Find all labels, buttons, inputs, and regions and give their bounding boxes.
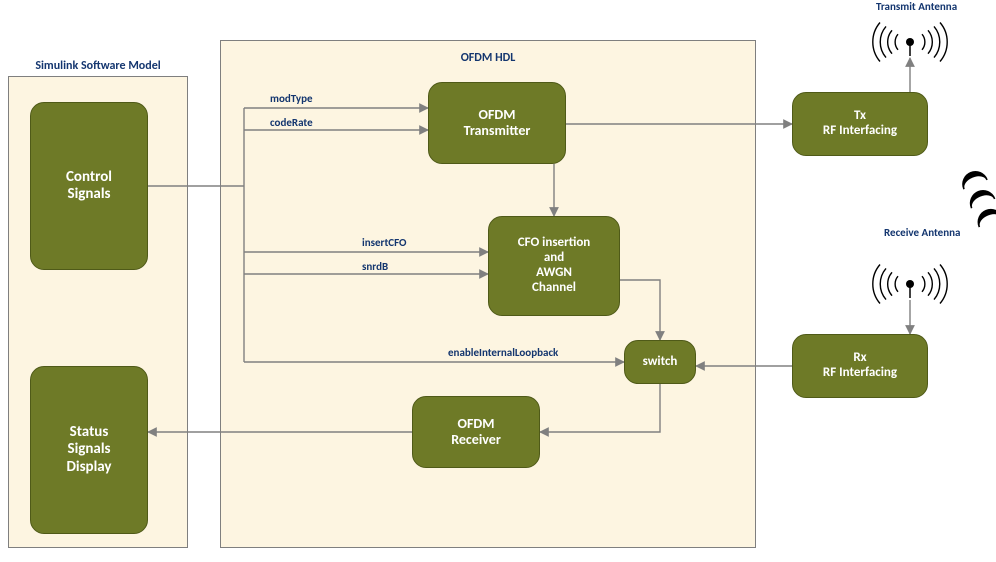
node-rxrf: RxRF Interfacing — [792, 334, 928, 398]
node-cfo: CFO insertionandAWGNChannel — [488, 216, 620, 316]
edge-label-codeRate: codeRate — [270, 116, 313, 129]
node-status: StatusSignalsDisplay — [30, 366, 148, 534]
pane-hdl-title: OFDM HDL — [221, 51, 755, 65]
rf-wave-icon: ❨❨❨ — [953, 160, 996, 230]
node-rxrf-label: RxRF Interfacing — [823, 351, 897, 381]
edge-label-modType: modType — [270, 92, 313, 105]
node-switch: switch — [624, 340, 696, 384]
ext-label-tx_ant: Transmit Antenna — [876, 0, 957, 13]
node-rxblk-label: OFDMReceiver — [451, 416, 501, 448]
pane-simulink-title: Simulink Software Model — [9, 59, 187, 73]
ext-label-rx_ant: Receive Antenna — [884, 226, 960, 239]
node-control-label: ControlSignals — [66, 169, 112, 204]
node-status-label: StatusSignalsDisplay — [66, 424, 111, 476]
node-cfo-label: CFO insertionandAWGNChannel — [518, 236, 591, 296]
node-rxblk: OFDMReceiver — [412, 396, 540, 468]
edge-label-enableInternalLoopback: enableInternalLoopback — [448, 346, 558, 359]
edge-label-insertCFO: insertCFO — [362, 236, 406, 249]
node-txrf: TxRF Interfacing — [792, 92, 928, 156]
node-tx-label: OFDMTransmitter — [464, 107, 531, 139]
node-control: ControlSignals — [30, 102, 148, 270]
node-txrf-label: TxRF Interfacing — [823, 109, 897, 139]
node-switch-label: switch — [643, 355, 678, 370]
edge-label-snrdB: snrdB — [362, 260, 388, 273]
node-tx: OFDMTransmitter — [428, 82, 566, 164]
